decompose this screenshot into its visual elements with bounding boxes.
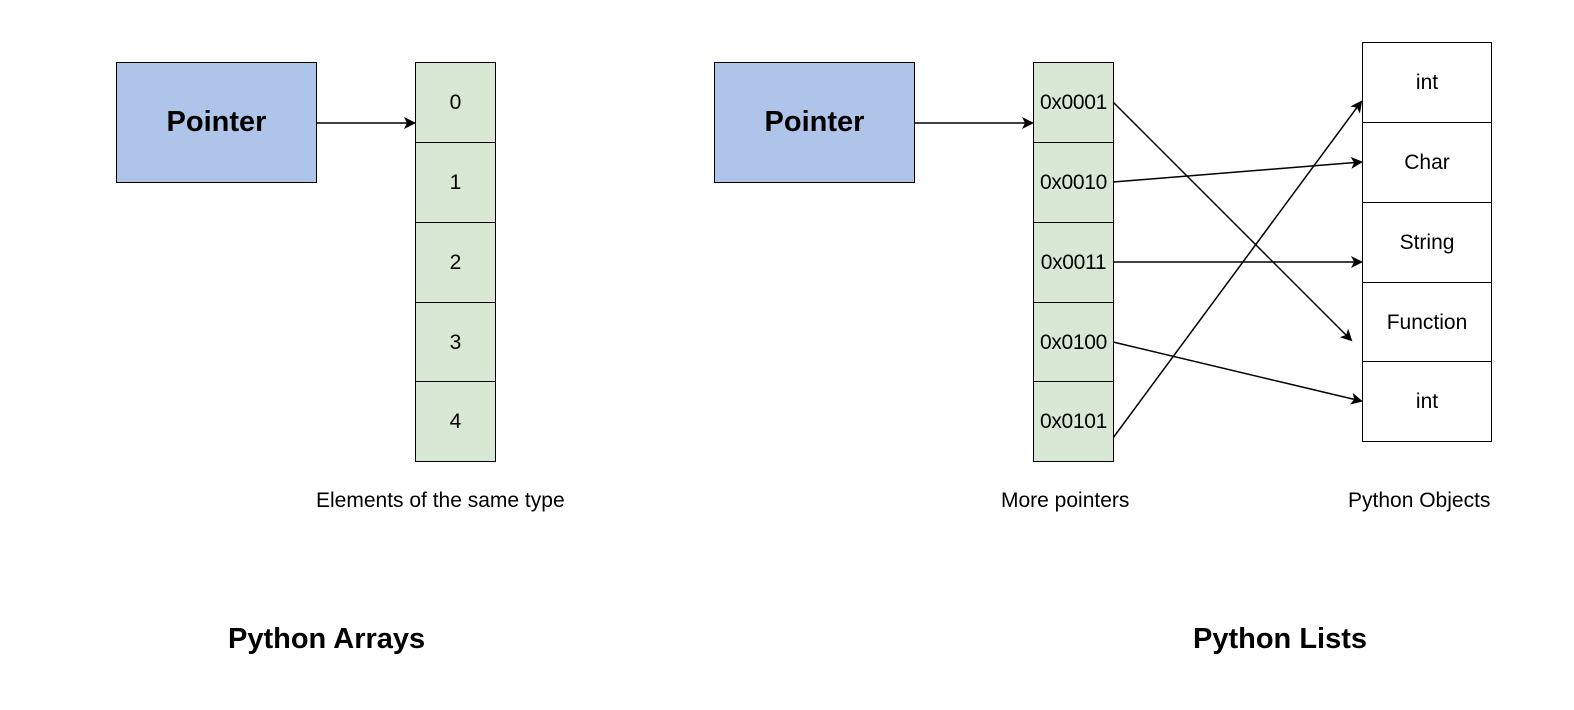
address-cell: 0x0011 bbox=[1033, 222, 1114, 303]
array-cell-value: 0 bbox=[449, 90, 462, 114]
object-cell: int bbox=[1362, 42, 1492, 123]
array-cell: 1 bbox=[415, 142, 496, 223]
object-cell: Char bbox=[1362, 122, 1492, 203]
pointer-link-arrow bbox=[1112, 101, 1353, 342]
object-label: int bbox=[1415, 389, 1439, 413]
array-cell: 4 bbox=[415, 381, 496, 462]
array-caption: Elements of the same type bbox=[316, 489, 565, 512]
address-value: 0x0100 bbox=[1039, 330, 1108, 354]
pointer-link-arrow bbox=[1112, 156, 1363, 183]
pointer-link-arrow bbox=[1112, 341, 1363, 405]
array-cell-value: 2 bbox=[449, 250, 462, 274]
object-cell: int bbox=[1362, 361, 1492, 442]
list-pointer-label: Pointer bbox=[764, 106, 865, 138]
array-cell: 0 bbox=[415, 62, 496, 143]
address-cell: 0x0010 bbox=[1033, 142, 1114, 223]
array-cell: 2 bbox=[415, 222, 496, 303]
address-cell: 0x0001 bbox=[1033, 62, 1114, 143]
address-cell: 0x0101 bbox=[1033, 381, 1114, 462]
array-cell: 3 bbox=[415, 302, 496, 383]
object-label: String bbox=[1399, 230, 1455, 254]
array-cell-value: 1 bbox=[449, 170, 462, 194]
object-cell: Function bbox=[1362, 282, 1492, 363]
list-link-group bbox=[1112, 100, 1363, 439]
address-value: 0x0011 bbox=[1040, 250, 1107, 274]
object-label: Function bbox=[1386, 310, 1468, 334]
array-title: Python Arrays bbox=[228, 623, 426, 655]
address-value: 0x0001 bbox=[1039, 90, 1108, 114]
list-pointer-box: Pointer bbox=[714, 62, 915, 183]
object-cell: String bbox=[1362, 202, 1492, 283]
objects-caption: Python Objects bbox=[1348, 489, 1491, 512]
object-label: Char bbox=[1404, 150, 1450, 174]
pointer-link-arrow bbox=[1112, 100, 1363, 439]
address-cell: 0x0100 bbox=[1033, 302, 1114, 383]
addresses-caption: More pointers bbox=[1001, 489, 1130, 512]
object-label: int bbox=[1415, 70, 1439, 94]
array-cell-value: 3 bbox=[449, 330, 462, 354]
array-cell-value: 4 bbox=[449, 409, 462, 433]
array-pointer-label: Pointer bbox=[166, 106, 267, 138]
array-pointer-box: Pointer bbox=[116, 62, 317, 183]
address-value: 0x0101 bbox=[1039, 409, 1108, 433]
list-title: Python Lists bbox=[1193, 623, 1368, 655]
address-value: 0x0010 bbox=[1039, 170, 1108, 194]
